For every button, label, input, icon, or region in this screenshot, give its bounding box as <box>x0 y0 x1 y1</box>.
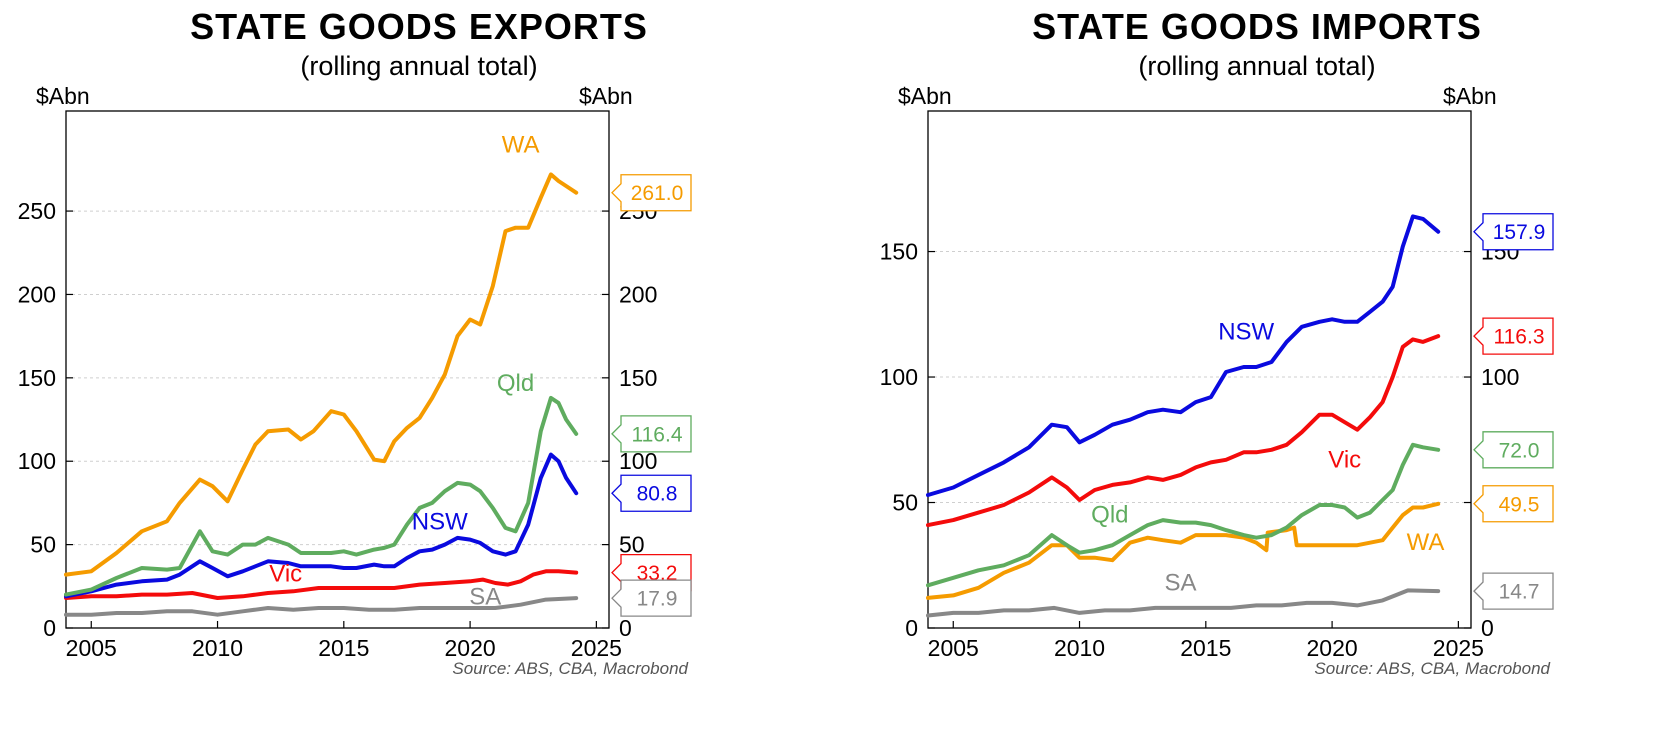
imports-end-tag-sa <box>1473 572 1554 610</box>
imports-unit-label-right: $Abn <box>1443 83 1497 109</box>
imports-end-value-nsw: 157.9 <box>1493 221 1546 244</box>
exports-series-label-qld: Qld <box>497 370 534 397</box>
exports-series-line-nsw <box>64 452 579 599</box>
exports-ytick-label-left-150: 150 <box>18 365 56 391</box>
exports-chart-subtitle: (rolling annual total) <box>300 51 538 81</box>
exports-series-line-qld <box>64 395 579 597</box>
exports-series-line-wa <box>64 172 579 577</box>
imports-xtick-label-2015: 2015 <box>1180 635 1231 661</box>
exports-xtick-label-2015: 2015 <box>318 635 369 661</box>
exports-ytick-label-left-200: 200 <box>18 281 56 307</box>
imports-end-tag-qld <box>1473 431 1554 469</box>
exports-end-value-wa: 261.0 <box>631 182 684 205</box>
imports-ytick-label-left-150: 150 <box>880 239 918 265</box>
exports-plot-frame <box>65 110 610 629</box>
imports-ytick-label-right-0: 0 <box>1481 615 1494 641</box>
imports-chart-subtitle: (rolling annual total) <box>1138 51 1376 81</box>
imports-series-label-wa: WA <box>1407 529 1445 556</box>
imports-xtick-label-2010: 2010 <box>1054 635 1105 661</box>
imports-series-line-nsw <box>926 214 1441 497</box>
exports-ytick-label-right-0: 0 <box>619 615 632 641</box>
imports-series-label-nsw: NSW <box>1218 318 1274 345</box>
imports-chart-title: STATE GOODS IMPORTS <box>1032 6 1482 47</box>
exports-ytick-label-right-200: 200 <box>619 281 657 307</box>
exports-series-label-vic: Vic <box>269 560 302 587</box>
imports-series-line-wa <box>926 501 1441 600</box>
exports-unit-label-right: $Abn <box>579 83 633 109</box>
imports-chart-panel: STATE GOODS IMPORTS (rolling annual tota… <box>838 0 1676 735</box>
exports-series-label-wa: WA <box>502 132 540 159</box>
exports-xtick-label-2020: 2020 <box>445 635 496 661</box>
exports-chart-title: STATE GOODS EXPORTS <box>190 6 648 47</box>
imports-series-line-sa <box>926 588 1441 618</box>
imports-ytick-label-left-50: 50 <box>892 490 918 516</box>
imports-end-tag-vic <box>1473 317 1554 355</box>
exports-end-tag-qld <box>611 415 692 453</box>
exports-end-value-qld: 116.4 <box>632 423 683 446</box>
imports-ytick-label-left-0: 0 <box>905 615 918 641</box>
exports-end-tag-sa <box>611 579 692 617</box>
imports-xtick-label-2005: 2005 <box>928 635 979 661</box>
exports-ytick-label-left-50: 50 <box>30 532 56 558</box>
imports-end-value-wa: 49.5 <box>1499 493 1540 516</box>
exports-xtick-label-2010: 2010 <box>192 635 243 661</box>
imports-end-value-qld: 72.0 <box>1499 439 1540 462</box>
exports-chart-svg: 0050501001001501502002002502502005201020… <box>18 83 692 678</box>
exports-source-note: Source: ABS, CBA, Macrobond <box>452 659 688 678</box>
exports-end-tag-nsw <box>611 474 692 512</box>
exports-series-line-sa <box>64 596 579 617</box>
imports-series-label-vic: Vic <box>1328 446 1361 473</box>
imports-series-line-vic <box>926 334 1441 528</box>
exports-ytick-label-left-100: 100 <box>18 448 56 474</box>
imports-chart-svg: 00505010010015015020052010201520202025$A… <box>880 83 1554 678</box>
exports-end-value-vic: 33.2 <box>637 562 678 585</box>
imports-end-tag-nsw <box>1473 213 1554 251</box>
exports-series-line-vic <box>64 569 579 600</box>
exports-ytick-label-left-250: 250 <box>18 198 56 224</box>
imports-ytick-label-right-100: 100 <box>1481 364 1519 390</box>
imports-unit-label-left: $Abn <box>898 83 952 109</box>
exports-unit-label-left: $Abn <box>36 83 90 109</box>
exports-series-label-sa: SA <box>469 584 501 611</box>
imports-xtick-label-2020: 2020 <box>1307 635 1358 661</box>
imports-end-value-vic: 116.3 <box>1494 326 1545 349</box>
imports-xtick-label-2025: 2025 <box>1433 635 1484 661</box>
exports-end-value-sa: 17.9 <box>637 588 678 611</box>
exports-ytick-label-left-0: 0 <box>43 615 56 641</box>
imports-series-label-qld: Qld <box>1091 502 1128 529</box>
exports-series-label-nsw: NSW <box>412 509 468 536</box>
imports-ytick-label-left-100: 100 <box>880 364 918 390</box>
exports-ytick-label-right-100: 100 <box>619 448 657 474</box>
exports-ytick-label-right-50: 50 <box>619 532 645 558</box>
exports-end-tag-wa <box>611 174 692 212</box>
exports-ytick-label-right-150: 150 <box>619 365 657 391</box>
imports-end-tag-wa <box>1473 485 1554 523</box>
exports-chart-panel: STATE GOODS EXPORTS (rolling annual tota… <box>18 6 692 678</box>
imports-end-value-sa: 14.7 <box>1499 581 1540 604</box>
exports-xtick-label-2025: 2025 <box>571 635 622 661</box>
imports-plot-frame <box>927 110 1472 629</box>
imports-series-label-sa: SA <box>1165 569 1197 596</box>
imports-source-note: Source: ABS, CBA, Macrobond <box>1314 659 1550 678</box>
imports-series-line-qld <box>926 442 1441 588</box>
exports-end-value-nsw: 80.8 <box>637 483 678 506</box>
exports-xtick-label-2005: 2005 <box>66 635 117 661</box>
